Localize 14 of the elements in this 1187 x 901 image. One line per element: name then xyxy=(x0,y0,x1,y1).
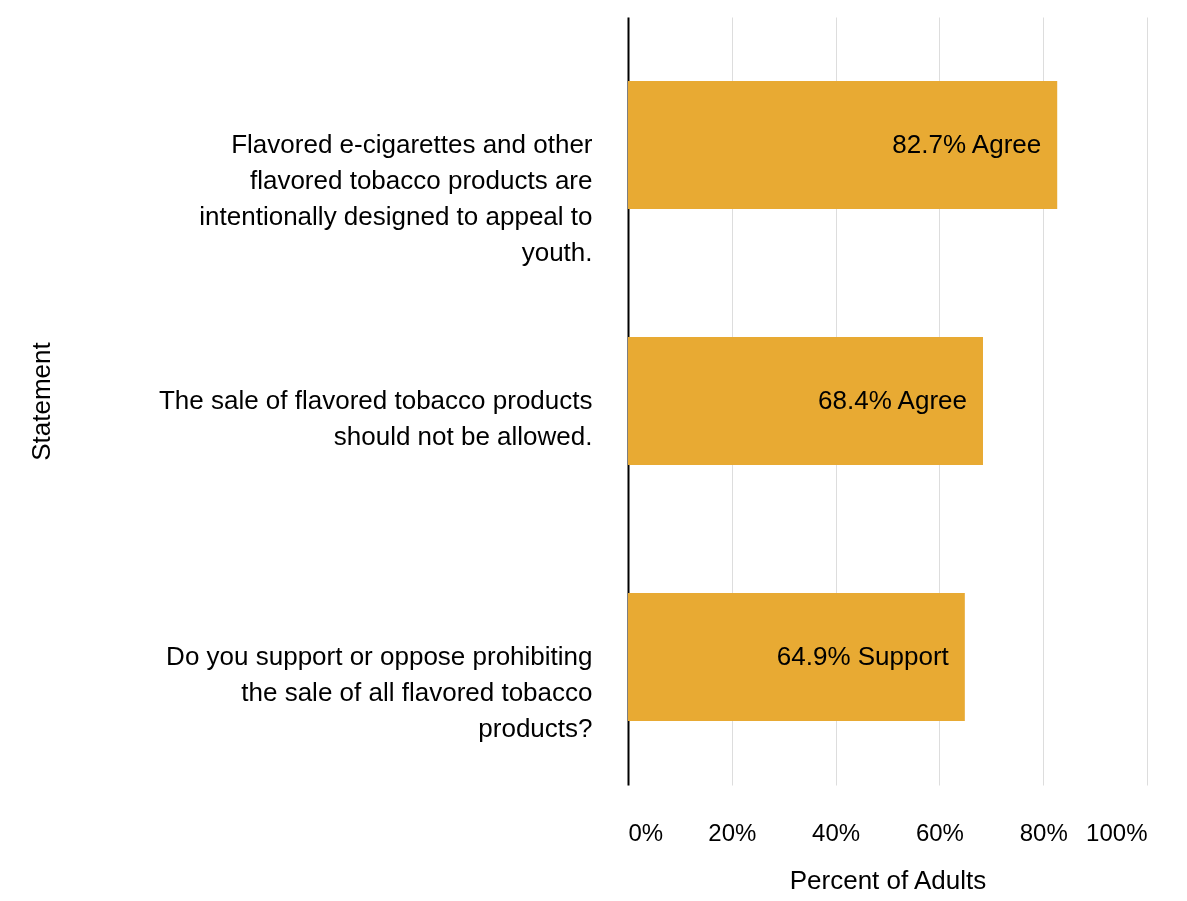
y-tick-label: The sale of flavored tobacco products should not be allowed. xyxy=(158,385,593,451)
x-tick-label: 60% xyxy=(915,818,964,846)
x-tick-label: 80% xyxy=(1019,818,1068,846)
data-label: 64.9% Support xyxy=(776,641,950,671)
x-tick-label: 0% xyxy=(628,818,664,846)
x-tick-label: 100% xyxy=(1086,818,1148,846)
x-tick-label: 20% xyxy=(708,818,757,846)
y-tick-label: Do you support or oppose prohibiting the sale of all flavored tobacco products? xyxy=(166,641,593,743)
y-tick-label: Flavored e-cigarettes and other flavored tobacco products are intentionally designed to appeal to youth. xyxy=(199,129,593,267)
x-tick-label: 40% xyxy=(812,818,861,846)
x-axis-title: Percent of Adults xyxy=(789,864,987,895)
data-label: 68.4% Agree xyxy=(818,385,967,415)
data-label: 82.7% Agree xyxy=(892,129,1042,159)
y-axis-title: Statement xyxy=(25,341,56,461)
